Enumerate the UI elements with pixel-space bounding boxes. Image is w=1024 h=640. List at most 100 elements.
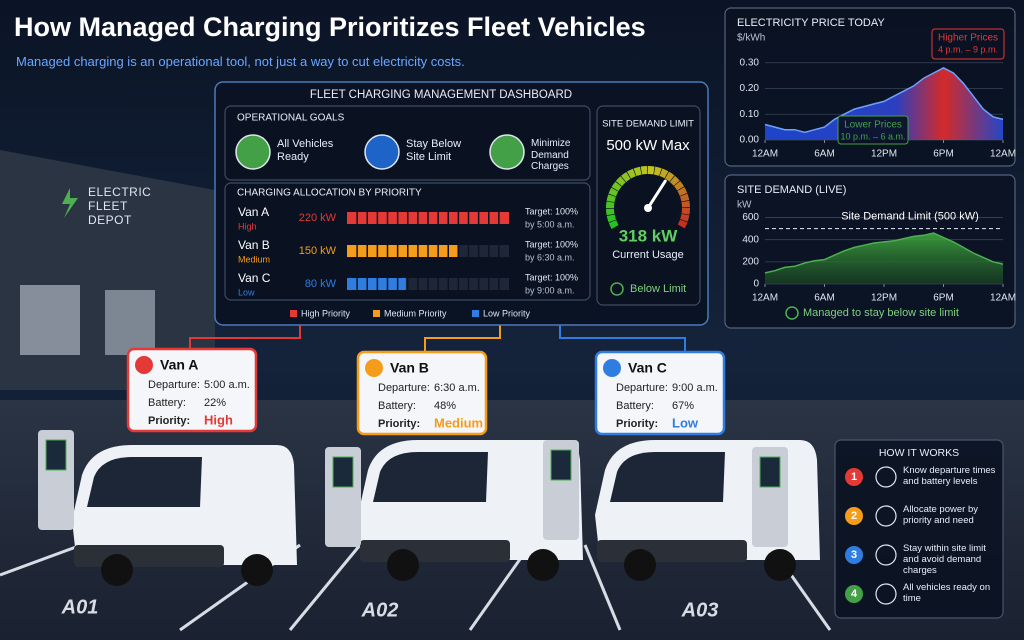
x-tick-label: 12PM xyxy=(871,149,897,160)
gauge-segment xyxy=(680,213,690,222)
power-label: 80 kW xyxy=(305,278,337,290)
van-card-value: 48% xyxy=(434,400,456,412)
gauge-segment xyxy=(653,166,662,176)
deadline-text: by 6:30 a.m. xyxy=(525,252,575,262)
parking-space-label: A02 xyxy=(361,599,399,621)
van-wheel xyxy=(764,549,796,581)
chart-note: Managed to stay below site limit xyxy=(803,307,959,319)
step-text: Allocate power by priority and need xyxy=(903,504,978,526)
van-card xyxy=(594,350,726,436)
y-axis-label: $/kWh xyxy=(737,33,765,44)
van-wheel xyxy=(387,549,419,581)
van-card-value: 6:30 a.m. xyxy=(434,382,480,394)
y-tick-label: 0 xyxy=(753,279,759,290)
gauge-segment xyxy=(673,181,685,191)
priority-text: Low xyxy=(238,287,255,297)
annotation-box xyxy=(931,28,1005,60)
step-badge xyxy=(845,546,863,564)
van-card-value: 9:00 a.m. xyxy=(672,382,718,394)
van xyxy=(72,445,297,586)
gauge-segment xyxy=(681,200,690,208)
legend-label: Medium Priority xyxy=(384,308,447,318)
gauge-segment xyxy=(608,220,619,229)
y-tick-label: 400 xyxy=(742,234,759,245)
area xyxy=(765,67,1003,140)
gauge-segment xyxy=(606,208,615,216)
annotation-title: Lower Prices xyxy=(844,120,902,131)
goal-icon xyxy=(364,134,400,170)
van-card-label: Priority: xyxy=(616,418,658,430)
van-wheel xyxy=(241,554,273,586)
goal-text: Minimize Demand Charges xyxy=(531,138,571,172)
how-it-works-title: HOW IT WORKS xyxy=(879,447,959,459)
step-text: Know departure times and battery levels xyxy=(903,465,996,487)
step-badge xyxy=(845,585,863,603)
vehicle-name: Van A xyxy=(238,205,269,219)
deadline-text: by 9:00 a.m. xyxy=(525,285,575,295)
van-card-icon xyxy=(603,359,621,377)
usage-caption: Current Usage xyxy=(612,249,684,261)
annotation-text: 4 p.m. – 9 p.m. xyxy=(938,44,998,54)
x-tick-label: 12AM xyxy=(752,293,778,304)
step-text: All vehicles ready on time xyxy=(903,582,991,604)
van-card-label: Departure: xyxy=(616,382,668,394)
line xyxy=(764,232,1004,274)
van-wheel xyxy=(101,554,133,586)
van-card-value: 22% xyxy=(204,397,226,409)
step-badge xyxy=(845,468,863,486)
vehicle-name: Van B xyxy=(238,238,270,252)
van-card-name: Van A xyxy=(160,357,198,373)
x-tick-label: 6AM xyxy=(814,149,835,160)
gauge-segment xyxy=(677,187,688,196)
van-card-value: High xyxy=(204,412,233,427)
parking-space-label: A01 xyxy=(61,596,99,618)
y-tick-label: 0.00 xyxy=(740,135,760,146)
power-label: 150 kW xyxy=(299,245,337,257)
van-card-value: Low xyxy=(672,415,699,430)
step-icon xyxy=(875,583,897,605)
van-card-label: Departure: xyxy=(148,379,200,391)
bar xyxy=(347,278,406,290)
chart-title: SITE DEMAND (LIVE) xyxy=(737,184,846,196)
legend-swatch xyxy=(373,310,380,317)
van-wheel xyxy=(527,549,559,581)
van xyxy=(358,440,583,581)
van-card-value: 67% xyxy=(672,400,694,412)
target-text: Target: 100% xyxy=(525,239,578,249)
x-tick-label: 6AM xyxy=(814,293,835,304)
charger-screen xyxy=(550,449,572,481)
step-text: Stay within site limit and avoid demand … xyxy=(903,543,986,576)
line xyxy=(764,67,1004,134)
x-tick-label: 12AM xyxy=(990,149,1016,160)
gauge-segment xyxy=(633,166,642,177)
gauge-segment xyxy=(606,214,617,223)
gauge-needle xyxy=(646,179,667,210)
subtitle: Managed charging is an operational tool,… xyxy=(16,54,465,69)
van-card-value: Medium xyxy=(434,415,483,430)
van-card-icon xyxy=(365,359,383,377)
goals-title: OPERATIONAL GOALS xyxy=(237,113,345,124)
step-icon xyxy=(875,505,897,527)
bolt-icon xyxy=(62,188,78,218)
van-card-label: Priority: xyxy=(148,415,190,427)
chart-title: ELECTRICITY PRICE TODAY xyxy=(737,17,885,29)
van-windshield xyxy=(610,452,725,502)
x-tick-label: 6PM xyxy=(933,293,954,304)
usage-value: 318 kW xyxy=(619,226,679,245)
gauge-segment xyxy=(640,166,648,175)
goal-icon xyxy=(489,134,525,170)
check-icon xyxy=(785,306,799,320)
target-text: Target: 100% xyxy=(525,206,578,216)
charger-screen xyxy=(332,456,354,488)
bar xyxy=(347,245,458,257)
legend-swatch xyxy=(290,310,297,317)
y-tick-label: 0.20 xyxy=(740,83,760,94)
step-icon xyxy=(875,544,897,566)
gauge-segment xyxy=(606,194,616,203)
van-card-label: Battery: xyxy=(148,397,186,409)
x-tick-label: 12AM xyxy=(752,149,778,160)
gauge-segment xyxy=(621,171,631,183)
charger-screen xyxy=(759,456,781,488)
gauge-segment xyxy=(664,171,675,182)
